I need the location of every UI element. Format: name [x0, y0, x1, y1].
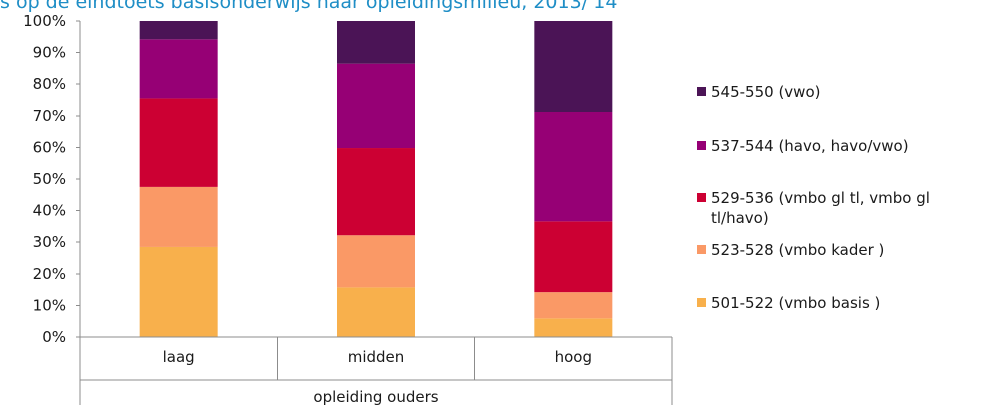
bar-segment-laag-1 — [139, 186, 218, 247]
legend: 545-550 (vwo) 537-544 (havo, havo/vwo) 5… — [697, 0, 985, 405]
bar-segment-hoog-0 — [534, 318, 613, 337]
bar-segment-laag-0 — [139, 246, 218, 337]
x-category-label: laag — [163, 348, 195, 366]
legend-item-523-528: 523-528 (vmbo kader ) — [697, 240, 981, 260]
bar-segment-hoog-2 — [534, 221, 613, 293]
legend-item-529-536: 529-536 (vmbo gl tl, vmbo gl tl/havo) — [697, 188, 981, 228]
legend-label-537-544: 537-544 (havo, havo/vwo) — [711, 137, 909, 155]
y-tick-label: 100% — [23, 12, 66, 30]
y-tick-label: 0% — [42, 328, 66, 346]
legend-label-529-536: 529-536 (vmbo gl tl, vmbo gl tl/havo) — [711, 189, 930, 227]
legend-swatch-545-550 — [697, 87, 706, 96]
chart-title: s op de eindtoets basisonderwijs naar op… — [0, 0, 618, 13]
y-tick-label: 80% — [33, 75, 66, 93]
legend-item-537-544: 537-544 (havo, havo/vwo) — [697, 136, 981, 156]
legend-label-545-550: 545-550 (vwo) — [711, 83, 821, 101]
y-tick-label: 10% — [33, 296, 66, 314]
bar-segment-hoog-3 — [534, 112, 613, 222]
x-group-label: opleiding ouders — [313, 388, 438, 405]
y-tick-label: 60% — [33, 138, 66, 156]
legend-item-545-550: 545-550 (vwo) — [697, 82, 981, 102]
bar-segment-hoog-4 — [534, 21, 613, 113]
y-tick-label: 50% — [33, 170, 66, 188]
bar-segment-midden-4 — [337, 21, 415, 64]
bar-segment-midden-0 — [337, 287, 415, 337]
bar-segment-laag-2 — [139, 98, 218, 187]
legend-swatch-529-536 — [697, 193, 706, 202]
bar-segment-midden-3 — [337, 63, 415, 149]
y-tick-label: 30% — [33, 233, 66, 251]
legend-label-501-522: 501-522 (vmbo basis ) — [711, 294, 881, 312]
x-category-label: hoog — [555, 348, 592, 366]
y-tick-label: 40% — [33, 202, 66, 220]
y-tick-label: 20% — [33, 265, 66, 283]
x-category-label: midden — [348, 348, 405, 366]
legend-swatch-501-522 — [697, 298, 706, 307]
legend-label-523-528: 523-528 (vmbo kader ) — [711, 241, 885, 259]
legend-item-501-522: 501-522 (vmbo basis ) — [697, 293, 981, 313]
legend-swatch-537-544 — [697, 141, 706, 150]
bar-segment-midden-1 — [337, 235, 415, 288]
y-tick-label: 70% — [33, 107, 66, 125]
y-tick-label: 90% — [33, 44, 66, 62]
legend-swatch-523-528 — [697, 245, 706, 254]
bar-segment-laag-4 — [139, 21, 218, 40]
bar-segment-laag-3 — [139, 39, 218, 99]
bar-segment-midden-2 — [337, 148, 415, 236]
bar-segment-hoog-1 — [534, 292, 613, 319]
